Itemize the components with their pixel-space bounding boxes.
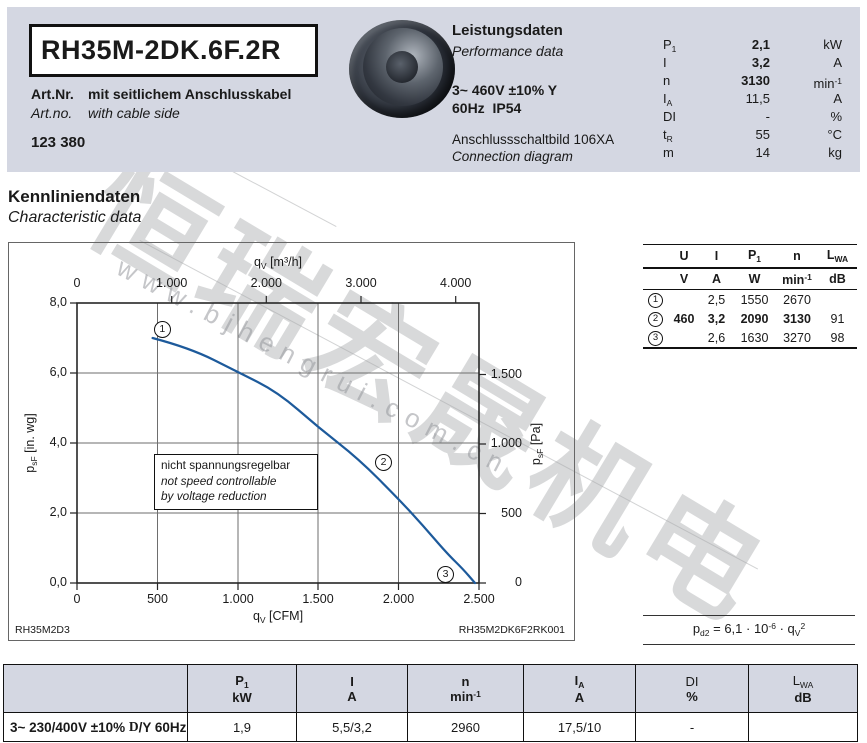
circled-number: 1 [648, 293, 663, 308]
grid-lines [77, 303, 479, 583]
art-nr-line-en: Art.no. with cable side [31, 104, 180, 122]
bottom-table-corner-cell [4, 665, 187, 712]
fan-product-image [349, 20, 455, 118]
left-tick: 2,0 [49, 505, 67, 519]
right-tick: 1.000 [490, 436, 522, 450]
right-axis-title: psF [Pa] [529, 422, 545, 466]
dynamic-pressure-formula: pd2 = 6,1 · 10-6 · qV2 [643, 615, 855, 645]
note-line-en1: not speed controllable [161, 473, 277, 488]
left-axis-ticks [70, 302, 77, 584]
section-heading-de: Kennliniendaten [8, 187, 141, 206]
top-tick: 1.000 [156, 276, 188, 290]
mini-table-row-2: 2 460 3,2 2090 3130 91 [643, 309, 857, 328]
left-tick: 0,0 [49, 575, 67, 589]
bottom-table-data-row: 3~ 230/400V ±10% D/Y 60Hz 1,9 5,5/3,2 29… [4, 713, 857, 741]
bottom-tick: 2.500 [463, 592, 495, 606]
operating-points-table: U I P1 n LWA V A W min-1 dB 1 2,5 1550 2… [643, 244, 857, 349]
section-heading-en: Characteristic data [8, 209, 142, 226]
top-tick: 0 [73, 276, 81, 290]
chart-code-left: RH35M2D3 [15, 624, 70, 636]
note-line-en2: by voltage reduction [161, 489, 267, 503]
voltage-spec: 3~ 460V ±10% Y [452, 82, 558, 98]
top-tick: 4.000 [440, 276, 472, 290]
circled-number: 3 [648, 331, 663, 346]
note-box: nicht spannungsregelbar not speed contro… [154, 454, 318, 510]
art-nr-label-en: Art.no. [31, 105, 73, 121]
connection-diagram-en: Connection diagram [452, 149, 573, 164]
left-tick: 6,0 [49, 365, 67, 379]
top-axis-ticks [171, 296, 457, 303]
art-nr-label-de: Art.Nr. [31, 86, 74, 102]
delta-symbol: D [128, 719, 139, 734]
perf-row-n: n 3130 min-1 [663, 73, 842, 91]
left-tick: 8,0 [49, 295, 67, 309]
mini-table-row-3: 3 2,6 1630 3270 98 [643, 328, 857, 349]
bottom-axis-ticks [76, 583, 480, 590]
characteristic-chart: qV [m³/h] qV [CFM] psF [in. wg] psF [Pa]… [8, 242, 575, 641]
right-tick: 0 [515, 575, 522, 589]
bottom-tick: 0 [73, 592, 81, 606]
note-line-de: nicht spannungsregelbar [161, 458, 291, 472]
fan-characteristic-curve [151, 336, 477, 585]
bottom-tick: 500 [147, 592, 168, 606]
article-number: 123 380 [31, 134, 86, 151]
bottom-tick: 1.500 [302, 592, 334, 606]
perf-row-di: DI - % [663, 109, 842, 124]
perf-row-m: m 14 kg [663, 145, 842, 160]
curve-marker-2: 2 [375, 453, 392, 471]
header-band: RH35M-2DK.6F.2R Art.Nr. mit seitlichem A… [7, 7, 860, 172]
fan-hub [386, 51, 418, 83]
performance-title-de: Leistungsdaten [452, 22, 563, 39]
mini-table-symbol-row: U I P1 n LWA [643, 244, 857, 269]
perf-row-p1: P1 2,1 kW [663, 37, 842, 54]
chart-canvas [70, 296, 486, 590]
top-tick: 3.000 [345, 276, 377, 290]
chart-code-right: RH35M2DK6F2RK001 [458, 624, 565, 636]
perf-row-i: I 3,2 A [663, 55, 842, 70]
bottom-tick: 1.000 [222, 592, 254, 606]
art-nr-line-de: Art.Nr. mit seitlichem Anschlusskabel [31, 85, 291, 103]
performance-title-en: Performance data [452, 43, 564, 59]
top-axis-title: qV [m³/h] [253, 255, 303, 271]
frequency-protection-spec: 60Hz IP54 [452, 100, 522, 116]
perf-row-ia: IA 11,5 A [663, 91, 842, 108]
art-nr-desc-en: with cable side [88, 105, 180, 121]
mini-table-unit-row: V A W min-1 dB [643, 269, 857, 290]
voltage-variant-label: 3~ 230/400V ±10% D/Y 60Hz [10, 719, 187, 735]
curve-marker-3: 3 [437, 565, 455, 583]
left-tick: 4,0 [49, 435, 67, 449]
bottom-axis-title: qV [CFM] [252, 609, 304, 625]
bottom-tick: 2.000 [382, 592, 415, 606]
right-tick: 1.500 [490, 366, 522, 381]
curve-marker-1: 1 [153, 320, 171, 338]
art-nr-desc-de: mit seitlichem Anschlusskabel [88, 86, 292, 102]
right-axis-ticks [479, 373, 486, 584]
mini-table-row-1: 1 2,5 1550 2670 [643, 290, 857, 309]
circled-number: 2 [648, 312, 663, 327]
right-tick: 500 [501, 505, 522, 520]
perf-row-tr: tR 55 °C [663, 127, 842, 144]
top-tick: 2.000 [250, 276, 282, 290]
connection-diagram-de: Anschlussschaltbild 106XA [452, 132, 615, 147]
model-title-box: RH35M-2DK.6F.2R [29, 24, 318, 77]
model-number: RH35M-2DK.6F.2R [41, 35, 282, 65]
